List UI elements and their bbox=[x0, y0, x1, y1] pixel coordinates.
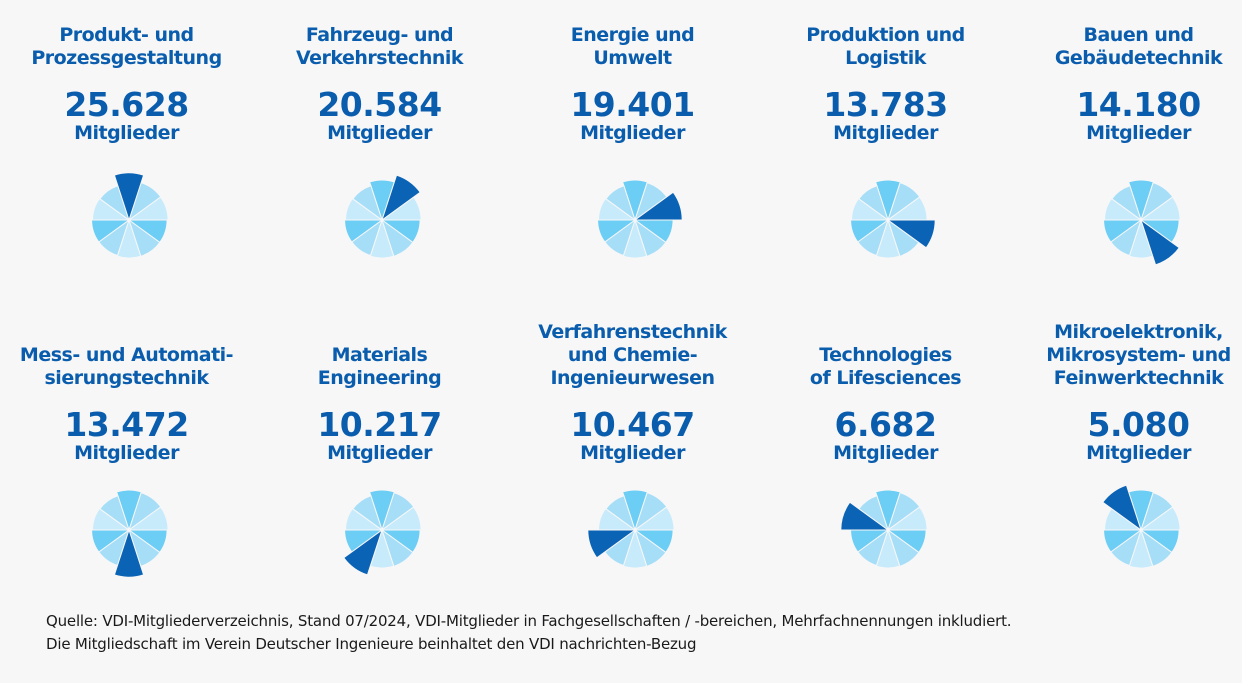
panel-unit: Mitglieder bbox=[327, 442, 432, 464]
pie-chart bbox=[849, 179, 936, 259]
panel-title: Materials Engineering bbox=[317, 344, 442, 389]
pie-slice bbox=[621, 179, 648, 222]
panel-title: Fahrzeug- und Verkehrstechnik bbox=[295, 24, 464, 69]
pie-slice bbox=[1110, 185, 1142, 222]
panel-unit: Mitglieder bbox=[833, 442, 938, 464]
pie-chart bbox=[90, 489, 169, 578]
panel-5: Bauen und Gebäudetechnik 14.180 Mitglieder bbox=[1012, 0, 1242, 600]
pie-slice bbox=[604, 495, 636, 532]
panel-unit: Mitglieder bbox=[1086, 442, 1191, 464]
panel-1: Produkt- und Prozessgestaltung 25.628 Mitg… bbox=[0, 0, 253, 600]
panel-value: 10.217 bbox=[317, 405, 442, 444]
panel-9: Technologies of Lifesciences 6.682 Mitglie… bbox=[759, 0, 1012, 600]
pie-slice bbox=[604, 185, 636, 222]
pie-slice bbox=[621, 489, 648, 532]
pie-chart bbox=[839, 489, 928, 569]
pie-slice bbox=[1127, 179, 1154, 222]
pie-slice bbox=[874, 489, 901, 532]
pie-slice bbox=[369, 218, 394, 259]
chart-grid: Produkt- und Prozessgestaltung 25.628 Mitg… bbox=[0, 0, 1242, 600]
panel-title: Energie und Umwelt bbox=[570, 24, 695, 69]
pie-slice bbox=[849, 219, 890, 243]
pie-slice-highlight bbox=[113, 172, 144, 222]
panel-10: Mikroelektronik, Mikrosystem- und Feinwe… bbox=[1012, 0, 1242, 600]
pie-slice-highlight bbox=[586, 529, 637, 559]
panel-unit: Mitglieder bbox=[580, 442, 685, 464]
panel-title: Technologies of Lifesciences bbox=[809, 344, 962, 389]
panel-7: Materials Engineering 10.217 Mitglieder bbox=[253, 0, 506, 600]
pie-slice bbox=[379, 506, 422, 531]
pie-slice-highlight bbox=[632, 191, 683, 221]
pie-slice bbox=[90, 529, 131, 553]
panel-value: 20.584 bbox=[317, 85, 442, 124]
panel-3: Energie und Umwelt 19.401 Mitglieder bbox=[506, 0, 759, 600]
pie-slice bbox=[126, 196, 169, 221]
pie-slice bbox=[622, 218, 647, 259]
source-line-1: Quelle: VDI-Mitgliederverzeichnis, Stand… bbox=[46, 612, 1012, 630]
pie-slice bbox=[90, 219, 131, 243]
panel-value: 13.472 bbox=[64, 405, 189, 444]
panel-title: Produkt- und Prozessgestaltung bbox=[31, 24, 222, 69]
pie-chart bbox=[343, 174, 422, 259]
panel-value: 25.628 bbox=[64, 85, 189, 124]
pie-chart bbox=[586, 489, 675, 569]
pie-slice bbox=[596, 219, 637, 243]
pie-slice-highlight bbox=[1139, 218, 1180, 266]
pie-slice-highlight bbox=[1101, 484, 1142, 532]
panel-unit: Mitglieder bbox=[74, 442, 179, 464]
pie-slice bbox=[1138, 506, 1181, 531]
pie-slice bbox=[875, 218, 900, 259]
pie-slice bbox=[1138, 196, 1181, 221]
pie-chart bbox=[342, 489, 422, 576]
panel-6: Mess- und Automati- sierungstechnik 13.47… bbox=[0, 0, 253, 600]
panel-title: Bauen und Gebäudetechnik bbox=[1054, 24, 1223, 69]
pie-slice bbox=[368, 489, 395, 532]
pie-slice bbox=[1128, 528, 1153, 569]
pie-slice bbox=[1102, 529, 1143, 553]
pie-slice bbox=[115, 489, 142, 532]
pie-slice bbox=[632, 506, 675, 531]
pie-chart bbox=[596, 179, 683, 259]
pie-slice bbox=[98, 495, 130, 532]
pie-slice-highlight bbox=[342, 528, 383, 576]
pie-slice bbox=[874, 179, 901, 222]
panel-value: 14.180 bbox=[1076, 85, 1201, 124]
pie-slice-highlight bbox=[380, 174, 421, 222]
panel-unit: Mitglieder bbox=[580, 122, 685, 144]
panel-title: Mikroelektronik, Mikrosystem- und Feinwe… bbox=[1046, 321, 1231, 389]
pie-slice bbox=[875, 528, 900, 569]
panel-value: 19.401 bbox=[570, 85, 695, 124]
panel-value: 13.783 bbox=[823, 85, 948, 124]
panel-title: Verfahrenstechnik und Chemie- Ingenieurw… bbox=[538, 321, 727, 389]
source-note: Quelle: VDI-Mitgliederverzeichnis, Stand… bbox=[46, 610, 1012, 656]
pie-slice bbox=[885, 506, 928, 531]
pie-chart bbox=[90, 172, 169, 259]
pie-slice-highlight bbox=[885, 219, 936, 249]
pie-chart bbox=[1102, 179, 1181, 266]
panel-value: 10.467 bbox=[570, 405, 695, 444]
pie-slice bbox=[857, 185, 889, 222]
panel-8: Verfahrenstechnik und Chemie- Ingenieurw… bbox=[506, 0, 759, 600]
panel-2: Fahrzeug- und Verkehrstechnik 20.584 Mitgl… bbox=[253, 0, 506, 600]
pie-slice bbox=[116, 218, 141, 259]
pie-slice bbox=[126, 506, 169, 531]
pie-slice bbox=[343, 219, 384, 243]
pie-chart bbox=[1101, 484, 1181, 569]
source-line-2: Die Mitgliedschaft im Verein Deutscher I… bbox=[46, 635, 697, 653]
panel-title: Mess- und Automati- sierungstechnik bbox=[19, 344, 234, 389]
panel-title: Produktion und Logistik bbox=[806, 24, 965, 69]
panel-unit: Mitglieder bbox=[1086, 122, 1191, 144]
pie-slice bbox=[622, 528, 647, 569]
panel-4: Produktion und Logistik 13.783 Mitglieder bbox=[759, 0, 1012, 600]
pie-slice-highlight bbox=[839, 501, 890, 531]
panel-unit: Mitglieder bbox=[833, 122, 938, 144]
pie-slice bbox=[351, 495, 383, 532]
pie-slice-highlight bbox=[113, 528, 144, 578]
pie-slice bbox=[351, 185, 383, 222]
panel-value: 5.080 bbox=[1087, 405, 1190, 444]
panel-unit: Mitglieder bbox=[327, 122, 432, 144]
panel-unit: Mitglieder bbox=[74, 122, 179, 144]
pie-slice bbox=[1102, 219, 1143, 243]
panel-value: 6.682 bbox=[834, 405, 937, 444]
